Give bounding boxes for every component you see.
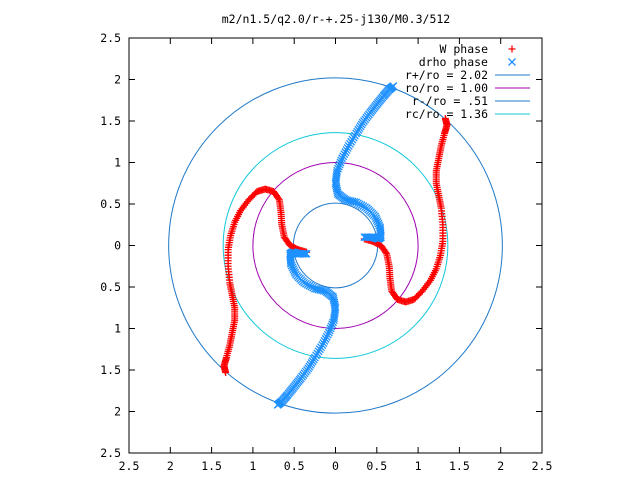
x-tick-label-3: 1 <box>249 459 256 473</box>
legend-label-3: ro/ro = 1.00 <box>405 81 488 95</box>
point-1-1-72 <box>324 328 333 337</box>
point-1-0-77 <box>343 144 352 152</box>
point-1-0-76 <box>342 146 351 155</box>
point-0-1-17 <box>382 248 390 256</box>
x-tick-label-5: 0 <box>332 459 339 473</box>
circles-layer <box>168 77 503 414</box>
y-tick-label-5: 0 <box>114 239 121 253</box>
point-1-1-67 <box>329 318 337 327</box>
point-1-0-71 <box>337 156 346 165</box>
legend-label-4: r-/ro = .51 <box>412 94 488 108</box>
point-1-1-68 <box>328 320 337 329</box>
point-1-1-77 <box>319 339 328 347</box>
y-tick-label-8: 1.5 <box>100 114 121 128</box>
y-tick-label-9: 2 <box>114 73 121 87</box>
point-1-1-75 <box>321 334 330 343</box>
legend-label-5: rc/ro = 1.36 <box>405 107 488 121</box>
point-1-0-74 <box>340 150 349 159</box>
x-tick-label-4: 0.5 <box>284 459 305 473</box>
chart-title: m2/n1.5/q2.0/r-+.25-j130/M0.3/512 <box>222 12 450 26</box>
x-tick-label-8: 1.5 <box>449 459 470 473</box>
point-1-1-70 <box>326 324 335 333</box>
point-1-1-76 <box>320 336 329 345</box>
x-tick-label-10: 2.5 <box>532 459 553 473</box>
legend-label-0: W phase <box>440 42 489 56</box>
series-1 <box>273 82 398 409</box>
x-tick-label-9: 2 <box>497 459 504 473</box>
legend-swatch-1 <box>508 58 516 66</box>
point-1-0-73 <box>339 152 348 161</box>
y-tick-label-2: 1.5 <box>100 363 121 377</box>
point-1-1-69 <box>327 322 336 331</box>
x-tick-label-2: 1.5 <box>201 459 222 473</box>
point-1-0-68 <box>334 162 343 171</box>
legend-swatch-0 <box>508 45 516 53</box>
legend-label-2: r+/ro = 2.02 <box>405 68 488 82</box>
y-tick-label-10: 2.5 <box>100 31 121 45</box>
legend-label-1: drho phase <box>419 55 488 69</box>
y-tick-label-3: 1 <box>114 322 121 336</box>
circle-1 <box>252 162 419 329</box>
point-1-0-67 <box>334 164 342 173</box>
point-1-1-120 <box>273 400 282 409</box>
point-1-0-69 <box>335 160 344 169</box>
point-1-1-73 <box>323 330 332 339</box>
x-tick-label-6: 0.5 <box>366 459 387 473</box>
y-tick-label-1: 2 <box>114 405 121 419</box>
point-1-0-75 <box>341 148 350 157</box>
point-1-0-72 <box>338 154 347 163</box>
x-tick-label-0: 2.5 <box>119 459 140 473</box>
x-tick-label-7: 1 <box>415 459 422 473</box>
y-tick-label-7: 1 <box>114 156 121 170</box>
y-tick-label-0: 2.5 <box>100 446 121 460</box>
circle-2 <box>292 202 379 289</box>
point-1-1-71 <box>325 326 334 335</box>
point-1-0-120 <box>389 82 398 91</box>
series-0 <box>220 115 451 376</box>
point-1-0-70 <box>336 158 345 167</box>
point-0-0-17 <box>281 235 289 243</box>
y-tick-label-6: 0.5 <box>100 197 121 211</box>
ticks-layer: 2.5 2 1.5 1 0.5 0 0.5 1 1.5 2 2.52.521.510.500.511… <box>100 31 552 473</box>
point-1-1-74 <box>322 332 331 341</box>
points-layer <box>220 82 451 409</box>
x-tick-label-1: 2 <box>167 459 174 473</box>
point-1-1-66 <box>329 316 338 325</box>
circle-3 <box>222 132 449 359</box>
point-0-1-144 <box>441 115 449 123</box>
circle-0 <box>168 77 503 414</box>
point-0-0-144 <box>222 368 230 376</box>
point-1-0-66 <box>333 166 342 175</box>
y-tick-label-4: 0.5 <box>100 280 121 294</box>
